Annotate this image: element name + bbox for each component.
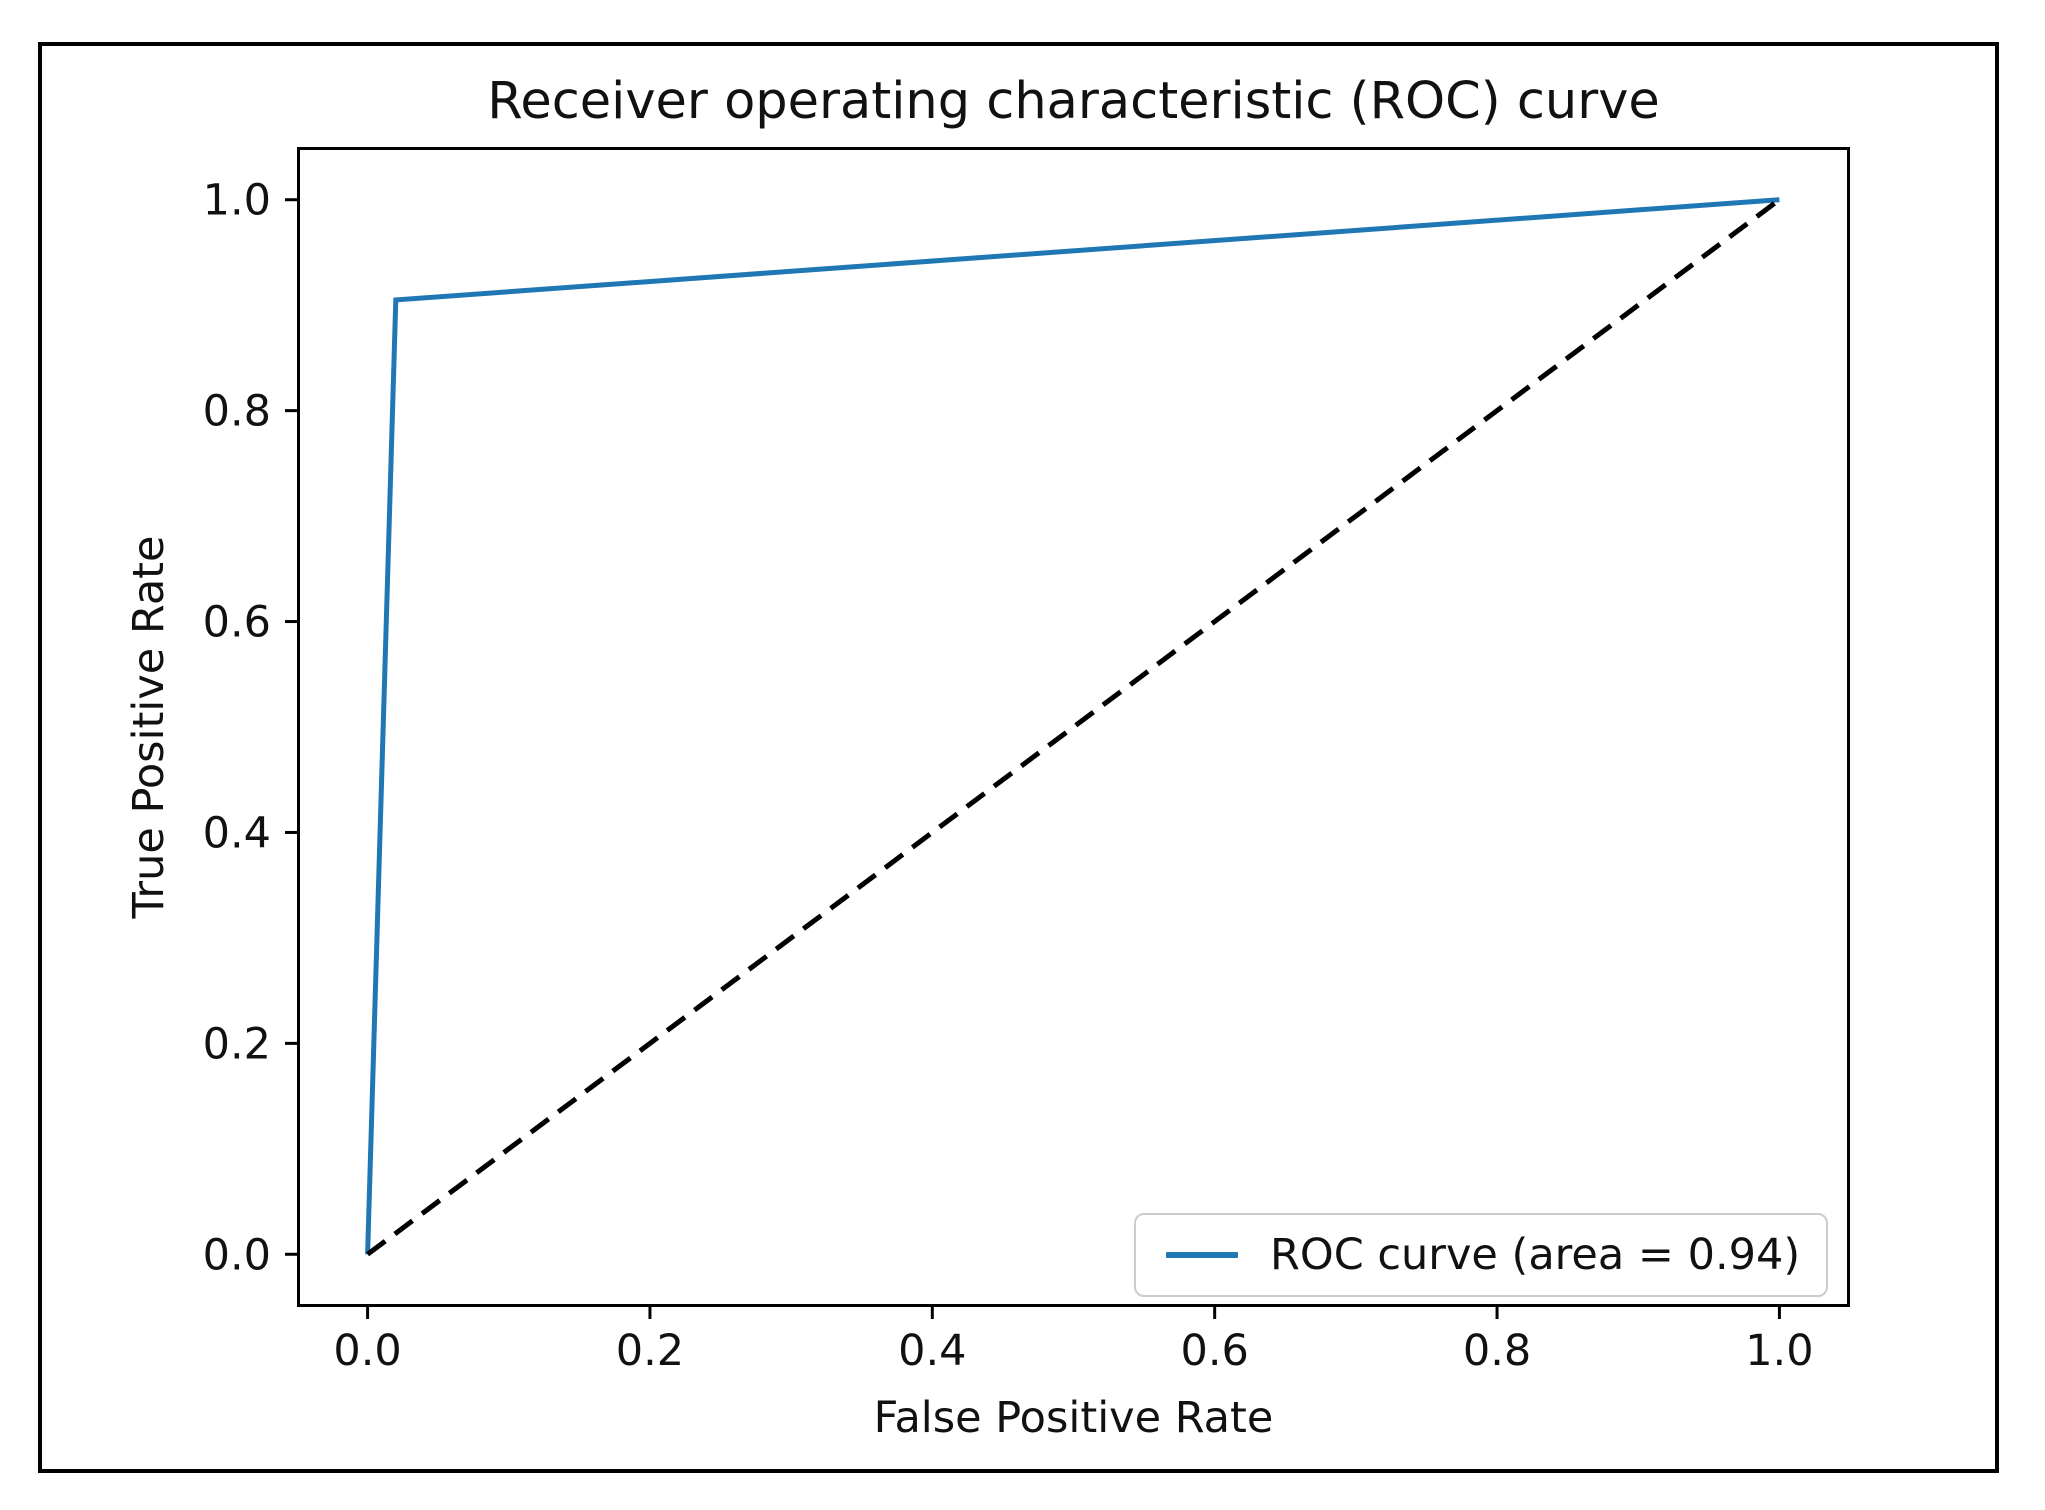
y-axis-label: True Positive Rate <box>124 535 174 919</box>
y-tick-label: 0.4 <box>203 808 271 858</box>
y-tick-label: 1.0 <box>203 176 271 226</box>
chart-title: Receiver operating characteristic (ROC) … <box>487 72 1660 131</box>
x-tick-label: 0.6 <box>1180 1326 1248 1376</box>
y-tick-label: 0.6 <box>203 598 271 648</box>
plot-area <box>297 147 1850 1307</box>
x-axis-label: False Positive Rate <box>873 1393 1274 1443</box>
roc-curve-line <box>365 197 1780 1255</box>
x-tick-label: 1.0 <box>1745 1326 1813 1376</box>
x-tick-label: 0.8 <box>1463 1326 1531 1376</box>
y-tick-label: 0.0 <box>203 1230 271 1280</box>
y-tick-label: 0.2 <box>203 1019 271 1069</box>
x-tick-label: 0.4 <box>898 1326 966 1376</box>
x-tick-label: 0.0 <box>333 1326 401 1376</box>
legend-line-sample <box>1166 1252 1238 1258</box>
chance-diagonal-line <box>366 197 1781 1257</box>
x-tick-label: 0.2 <box>616 1326 684 1376</box>
y-tick-label: 0.8 <box>203 387 271 437</box>
legend-entry-label: ROC curve (area = 0.94) <box>1270 1230 1801 1280</box>
legend: ROC curve (area = 0.94) <box>1134 1213 1828 1297</box>
